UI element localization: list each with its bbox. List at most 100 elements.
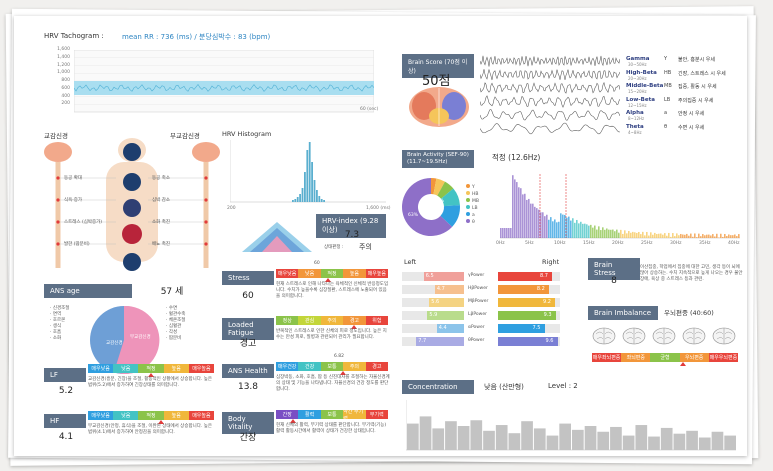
body-left-label-1: 동공 확대 [64,176,82,181]
scale-segment: 적정 [320,269,344,278]
spectrum-bar [676,233,678,238]
left-power-value: 4.4 [438,325,447,331]
spectrum-bar [730,235,732,238]
histogram-x-max: 1,600 (ms) [366,206,391,211]
spectrum-bar [716,233,718,238]
spectrum-bar [520,188,522,238]
brainwave-trace [480,95,620,108]
tachogram-title: HRV Tachogram : [44,32,104,40]
brain-imbalance-tag: Brain Imbalance [588,306,658,320]
tachogram-y-tick: 600 [61,85,70,91]
spectrum-bar [646,231,648,238]
spectrum-bar [542,212,544,238]
spectrum-bar [728,234,730,238]
power-code: θPower [468,338,485,343]
spectrum-bar [568,216,570,238]
scale-segment: 매우낮음 [276,269,299,278]
concentration-bar [521,421,533,450]
pie-label-parasympathetic: 부교감신경 [130,333,151,340]
scale-marker [148,373,154,377]
spectrum-bar [524,193,526,238]
hrv-triangle-graphic [242,222,312,252]
scale-segment: 매우낮음 [88,411,114,420]
histogram-bar [306,150,309,202]
report-page: HRV Tachogram : mean RR : 736 (ms) / 분당심… [14,16,747,456]
spectrum-bar [530,203,532,238]
histogram-bar [299,194,301,202]
power-code: γPower [468,273,485,278]
spectrum-bar [562,214,564,238]
scale-segment: 매우낮음 [88,364,114,373]
parasympathetic-title: 부교감신경 [170,132,200,140]
spectrum-bar [714,236,716,238]
spectrum-bar [512,175,514,238]
brainwave-trace [480,68,620,81]
concentration-tag: Concentration [402,380,474,394]
scale-segment: 높음 [163,411,189,420]
concentration-bar [660,427,673,450]
histogram-bar [320,199,323,202]
body-left-label-2: 식욕·증가 [64,198,82,203]
brainwave-trace [480,81,620,94]
concentration-bar [724,435,736,450]
histogram-bar [304,172,306,202]
scale-marker [158,420,165,424]
spectrum-bar [572,218,574,238]
donut-label: 13% [434,198,445,204]
spectrum-left-label: Left [404,258,417,266]
hrv-index-value: 7.3 [344,230,360,240]
donut-legend-item: a [466,212,479,219]
spectrum-bar [692,236,694,238]
scale-segment: 무기력 [365,410,389,419]
spectrum-bar [650,232,652,238]
ans-health-tag: ANS Health [222,364,274,378]
brain-activity-range: (11.7~19.5Hz) [407,159,448,165]
imbalance-brain-icons [592,326,738,350]
mean-rr-readout: mean RR : 736 (ms) / 분당심박수 : 83 (bpm) [122,33,271,41]
spectrum-bar [582,223,584,238]
donut-slice [433,178,445,196]
scale-segment: 주의 [343,362,366,371]
spectrum-bar [612,229,614,238]
spectrum-bar [554,219,556,238]
scale-segment: 매우우뇌편중 [708,353,739,362]
scale-segment: 보통 [320,410,344,419]
histogram-bar [323,200,325,202]
spectrum-bar [598,226,600,238]
spectrum-x-tick: 20Hz [612,241,624,246]
wave-name: Low-Beta [626,96,655,103]
spectrum-bar [712,234,714,238]
donut-legend-item: MB [466,198,479,205]
concentration-chart [406,400,736,451]
spectrum-bar [552,221,554,238]
spectrum-bar [662,234,664,238]
brain-activity-donut: 13% 63% [402,178,460,236]
concentration-bar [698,437,711,450]
donut-slice [440,205,460,227]
hrv-index-tag: HRV-index (9.28이상) [316,214,386,238]
donut-legend-item: LB [466,205,479,212]
left-power-track [402,324,464,333]
fatigue-tag: Loaded Fatigue [222,318,274,340]
lf-note: 교감신경(흥분, 긴장)을 조절, 활동적인 상황에서 상승합니다. 높은 범위… [88,377,213,388]
spectrum-bar [638,231,640,238]
left-brain-icon [44,142,72,162]
spectrum-bar [622,233,624,238]
spectrum-bar [726,235,728,238]
spectrum-bar [682,234,684,238]
ans-legend-item: · 호흡 [50,330,62,335]
wave-desc: 주의집중 시 우세 [678,97,714,104]
spectrum-x-tick: 5Hz [525,241,534,246]
spectrum-bar [660,233,662,238]
spectrum-bar [504,228,506,238]
brain-outline-icon [712,327,736,345]
brain-outline-icon [652,327,676,345]
ans-legend-item: · 소화 [50,336,62,341]
spectrum-x-tick: 30Hz [670,241,682,246]
spectrum-bar [604,229,606,238]
scale-segment: 간장 [276,410,299,419]
spectrum-bar [732,235,734,238]
concentration-bar [584,426,597,450]
eeg-spectrum-chart [500,174,740,239]
ans-legend-item: · 생식 [50,324,62,329]
